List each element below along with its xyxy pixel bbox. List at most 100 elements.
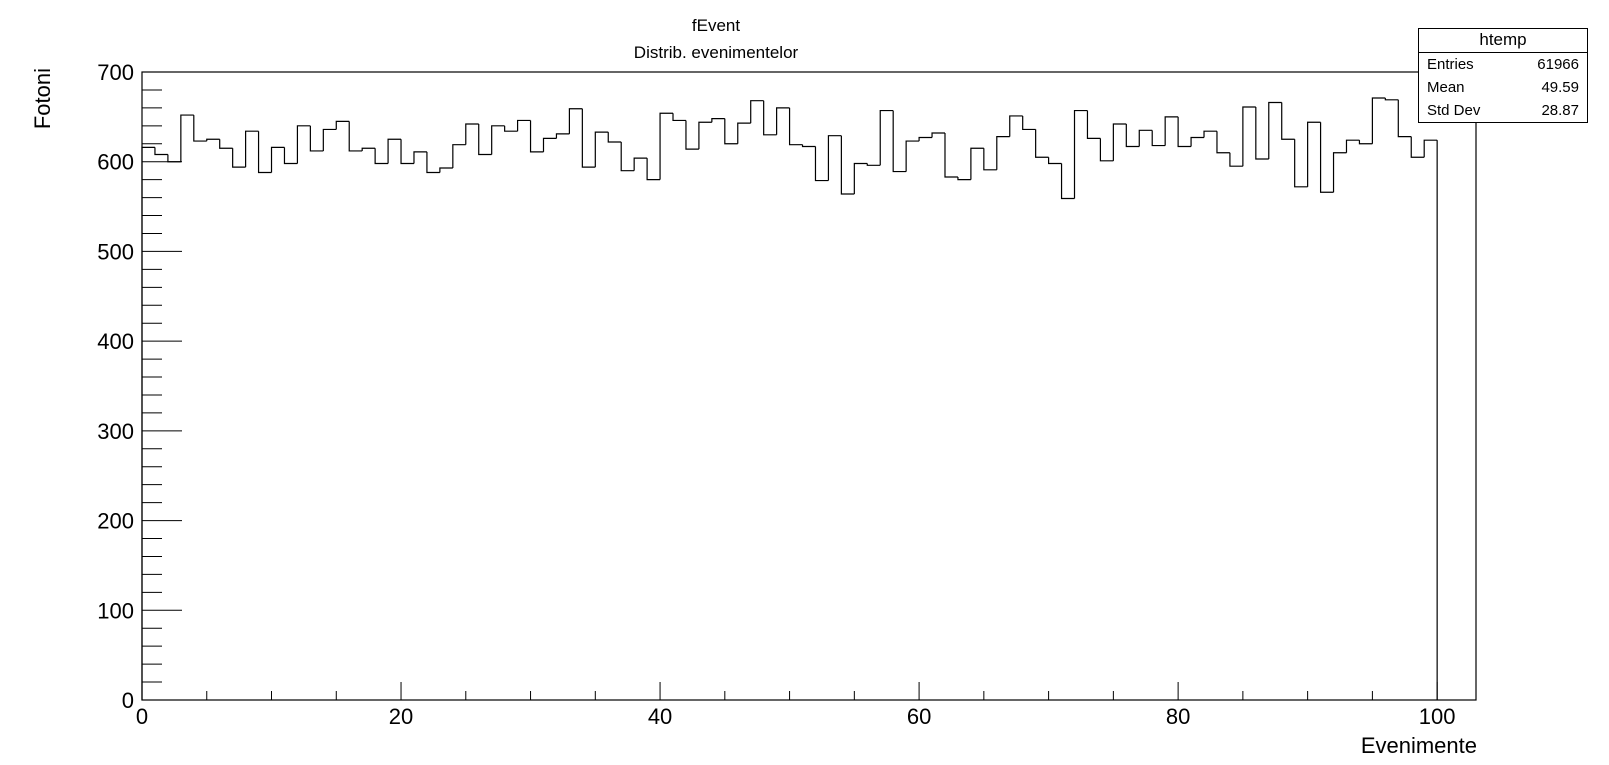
histogram-bin (620, 141, 635, 172)
histogram-bin (439, 167, 453, 173)
y-tick-label: 600 (97, 150, 134, 175)
histogram-bin (633, 157, 648, 171)
histogram-bin (1345, 139, 1360, 153)
histogram-bin (788, 107, 803, 146)
histogram-bin (698, 121, 712, 150)
histogram-bin (361, 147, 376, 151)
histogram-bin (892, 110, 907, 173)
histogram-bin (996, 135, 1010, 170)
histogram-bin (1410, 136, 1425, 158)
y-tick-label: 100 (97, 598, 134, 623)
histogram-bin (944, 133, 958, 178)
histogram-bin (801, 144, 816, 148)
histogram-bin (257, 131, 272, 174)
histogram-bin (426, 151, 440, 174)
histogram-bin (1035, 129, 1049, 158)
histogram-bin (529, 120, 544, 153)
x-tick-label: 20 (389, 704, 413, 729)
histogram-bin (970, 147, 984, 180)
histogram-bin (672, 113, 686, 122)
stats-row-entries: Entries 61966 (1419, 53, 1587, 76)
histogram-bin (1423, 139, 1438, 158)
histogram-bin (1164, 116, 1179, 146)
histogram-bin (866, 163, 881, 166)
histogram-bin (1294, 139, 1308, 188)
y-tick-label: 400 (97, 329, 134, 354)
histogram-bin (413, 151, 427, 164)
chart-title: fEvent (692, 16, 740, 35)
histogram-bin (1073, 109, 1088, 199)
histogram-bin (1319, 122, 1334, 193)
histogram-bin (232, 148, 246, 168)
histogram-bin (478, 124, 492, 156)
histogram-bin (283, 147, 298, 165)
stats-box: htemp Entries 61966 Mean 49.59 Std Dev 2… (1418, 28, 1588, 123)
histogram-bin (607, 132, 622, 143)
histogram-bin (737, 122, 751, 144)
stats-value: 49.59 (1541, 79, 1579, 96)
histogram-bin (1151, 130, 1166, 147)
histogram-bin (348, 121, 363, 152)
stats-box-title: htemp (1419, 29, 1587, 53)
histogram-bin (1384, 98, 1399, 101)
histogram-bin (853, 162, 868, 195)
y-tick-label: 500 (97, 239, 134, 264)
histogram-bin (141, 146, 155, 700)
histogram-bin (983, 148, 997, 171)
histogram-bin (1060, 163, 1075, 200)
histogram-bin (750, 100, 764, 124)
histogram-bin (646, 158, 661, 181)
y-tick-label: 300 (97, 419, 134, 444)
histogram-bin (879, 109, 894, 166)
histogram-bin (1242, 106, 1256, 167)
histogram-bin (1138, 129, 1153, 147)
histogram-bin (1281, 102, 1295, 140)
stats-label: Std Dev (1427, 102, 1481, 119)
histogram-bin (542, 137, 557, 152)
histogram-bin (555, 133, 570, 139)
x-tick-label: 80 (1166, 704, 1190, 729)
histogram-bin (776, 107, 790, 135)
histogram-bin (1371, 97, 1386, 144)
histogram-bin (193, 115, 207, 142)
histogram-bin (180, 114, 194, 162)
histogram-bin (1190, 136, 1205, 147)
chart-subtitle: Distrib. evenimentelor (634, 43, 799, 62)
histogram-bin (1112, 123, 1127, 161)
histogram-bin (206, 138, 220, 142)
y-tick-label: 200 (97, 509, 134, 534)
histogram-bin (763, 100, 777, 136)
histogram-bin (1229, 152, 1243, 167)
histogram-bin (374, 148, 389, 165)
histogram-bin (1268, 101, 1282, 160)
histogram-bin (400, 139, 414, 165)
histogram-bin (594, 131, 609, 168)
stats-value: 28.87 (1541, 102, 1579, 119)
histogram-bin (1397, 99, 1412, 138)
stats-label: Mean (1427, 79, 1465, 96)
histogram-bin (957, 176, 971, 181)
x-axis-label: Evenimente (1361, 733, 1477, 758)
histogram-bin (827, 135, 842, 181)
histogram-bin (905, 140, 920, 172)
histogram-bin (1009, 115, 1023, 137)
histogram-bin (1125, 124, 1140, 148)
histogram-bin (452, 144, 466, 168)
histogram-bin (1086, 110, 1101, 139)
stats-value: 61966 (1537, 56, 1579, 73)
histogram-bin (1177, 116, 1192, 148)
stats-row-stddev: Std Dev 28.87 (1419, 99, 1587, 122)
stats-label: Entries (1427, 56, 1474, 73)
plot-frame (141, 71, 1477, 701)
histogram-bin (724, 118, 738, 145)
histogram-bin (931, 132, 945, 138)
histogram-bin (335, 120, 350, 130)
histogram-bin (1022, 115, 1036, 131)
histogram-bin (309, 125, 324, 152)
y-tick-label: 700 (97, 60, 134, 85)
histogram-bin (711, 118, 725, 123)
histogram-bin (1332, 152, 1347, 193)
histogram-bin (167, 154, 181, 163)
histogram-bin (516, 119, 531, 132)
